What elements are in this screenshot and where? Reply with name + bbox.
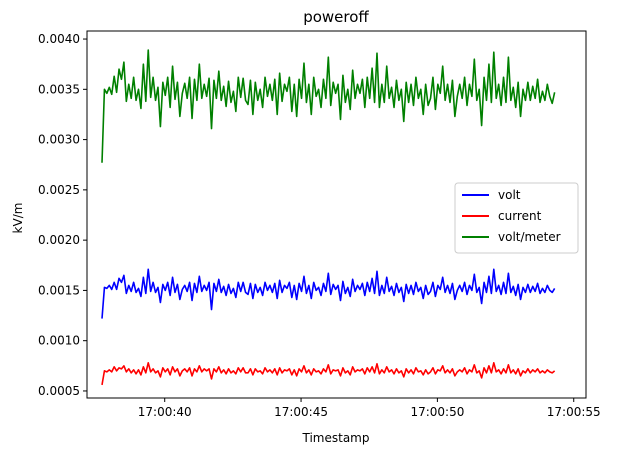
y-tick-label: 0.0025 bbox=[38, 183, 80, 197]
y-tick-label: 0.0035 bbox=[38, 82, 80, 96]
y-axis-label: kV/m bbox=[11, 203, 25, 234]
x-tick-label: 17:00:50 bbox=[410, 405, 464, 419]
x-axis-label: Timestamp bbox=[302, 431, 370, 445]
plot-lines bbox=[101, 49, 556, 386]
legend-label: current bbox=[498, 209, 542, 223]
y-tick-label: 0.0015 bbox=[38, 283, 80, 297]
series-line-volt bbox=[101, 268, 556, 319]
y-axis: 0.0005 0.0010 0.0015 0.0020 0.0025 0.0030 0.00… bbox=[38, 32, 87, 398]
chart-title: poweroff bbox=[303, 8, 369, 26]
x-tick-label: 17:00:40 bbox=[138, 405, 192, 419]
legend: volt current volt/meter bbox=[454, 182, 579, 254]
y-tick-label: 0.0010 bbox=[38, 334, 80, 348]
x-tick-label: 17:00:45 bbox=[274, 405, 328, 419]
x-axis: 17:00:40 17:00:45 17:00:50 17:00:55 bbox=[138, 398, 601, 419]
legend-label: volt/meter bbox=[498, 230, 561, 244]
legend-label: volt bbox=[498, 188, 521, 202]
y-tick-label: 0.0005 bbox=[38, 384, 80, 398]
y-tick-label: 0.0030 bbox=[38, 133, 80, 147]
y-tick-label: 0.0020 bbox=[38, 233, 80, 247]
series-line-volt-meter bbox=[101, 49, 556, 163]
plot-frame bbox=[86, 30, 587, 399]
x-tick-label: 17:00:55 bbox=[547, 405, 601, 419]
series-line-current bbox=[101, 362, 556, 386]
y-tick-label: 0.0040 bbox=[38, 32, 80, 46]
legend-box bbox=[454, 182, 579, 254]
